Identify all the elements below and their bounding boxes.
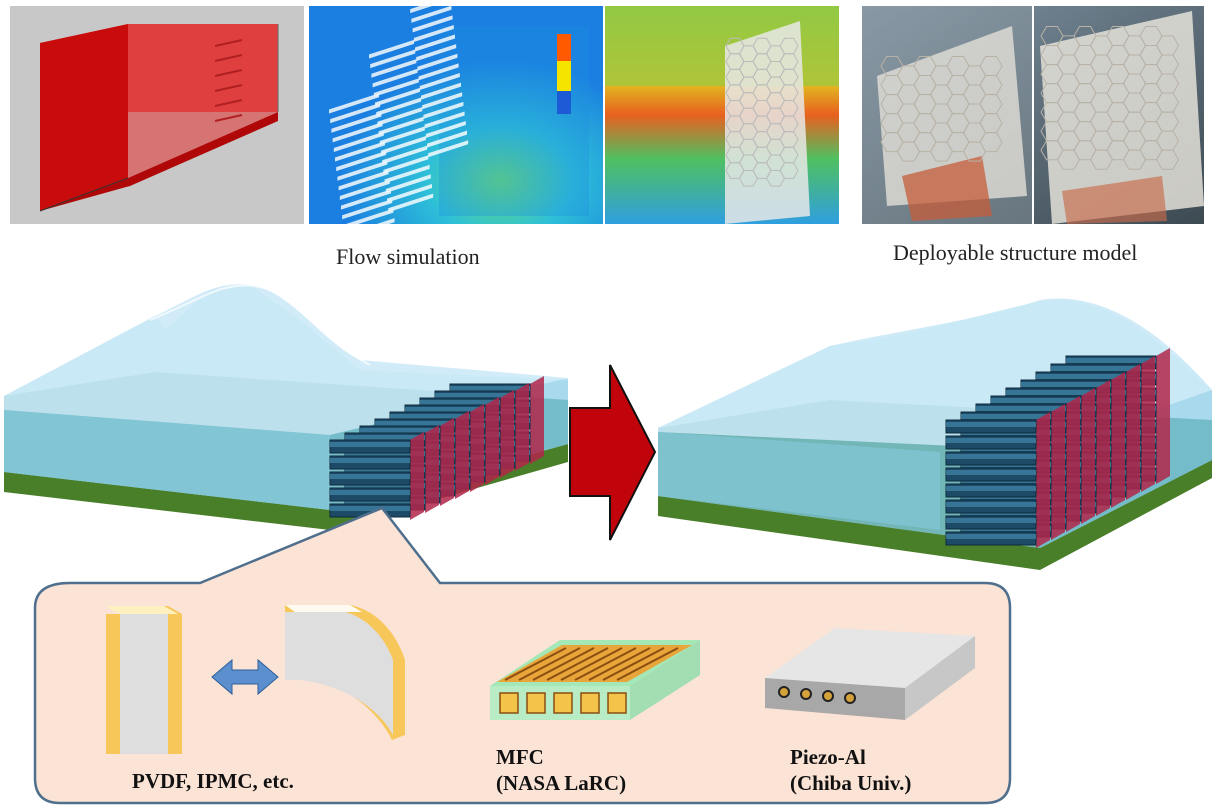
bending-double-arrow [211, 658, 279, 696]
piezo-org-label: (Chiba Univ.) [790, 771, 912, 795]
flow-field-rainbow-image [605, 6, 839, 224]
red-box-simulation-image [10, 6, 304, 224]
pvdf-flat-element [106, 606, 182, 754]
mfc-org-label: (NASA LaRC) [496, 771, 627, 795]
deployable-model-photo [862, 6, 1204, 224]
pvdf-bent-element [285, 605, 405, 740]
flow-simulation-caption: Flow simulation [336, 244, 480, 269]
right-barrier-structure [945, 348, 1170, 548]
flow-field-blue-image [309, 6, 603, 224]
left-barrier-structure [329, 376, 544, 520]
mfc-element [490, 640, 700, 720]
transition-arrow [569, 364, 657, 541]
deployable-model-caption: Deployable structure model [893, 240, 1138, 265]
detail-callout [33, 506, 1012, 805]
pvdf-label: PVDF, IPMC, etc. [132, 769, 294, 793]
piezo-al-element [765, 628, 975, 720]
piezo-label: Piezo-Al [790, 745, 866, 769]
mfc-label: MFC [496, 745, 544, 769]
